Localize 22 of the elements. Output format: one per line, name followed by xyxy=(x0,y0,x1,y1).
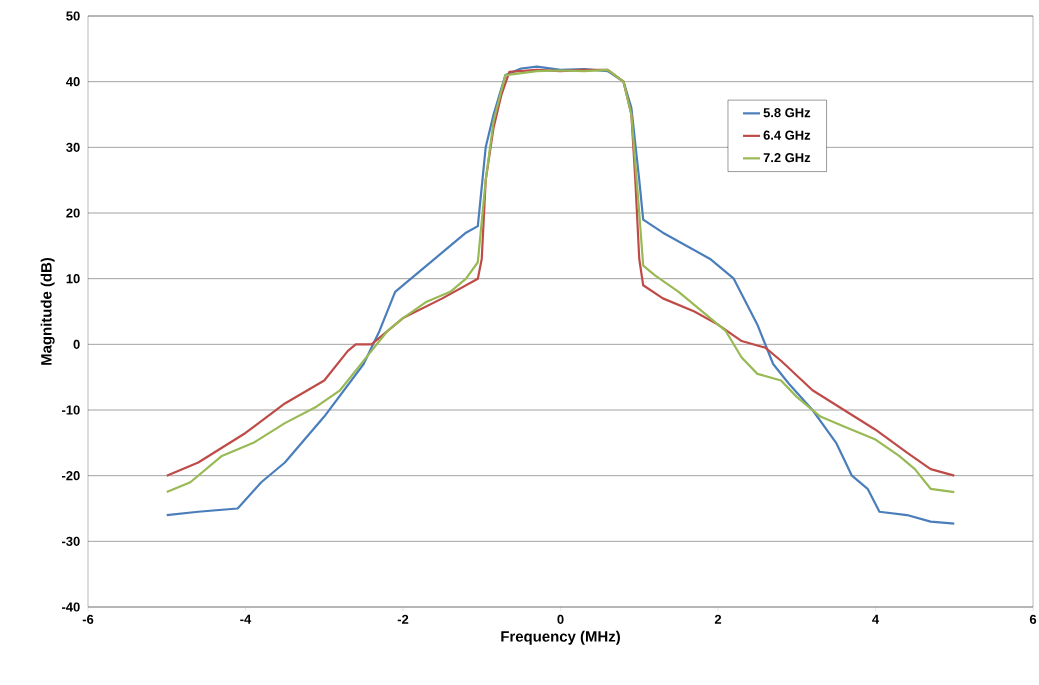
y-tick-label: 40 xyxy=(66,77,80,87)
y-tick-label: -40 xyxy=(62,602,80,612)
y-tick-label: 30 xyxy=(66,142,80,152)
x-tick-label: 2 xyxy=(714,614,722,624)
y-tick-label: 50 xyxy=(66,11,80,21)
y-axis-title: Magnitude (dB) xyxy=(40,257,55,365)
x-tick-label: -2 xyxy=(397,614,409,624)
x-axis-title: Frequency (MHz) xyxy=(501,630,620,645)
x-tick-label: 0 xyxy=(557,614,564,624)
legend-label: 5.8 GHz xyxy=(763,108,811,118)
legend-label: 6.4 GHz xyxy=(763,130,811,140)
legend-label: 7.2 GHz xyxy=(763,153,811,163)
x-tick-label: 6 xyxy=(1029,614,1037,624)
y-tick-label: 0 xyxy=(73,339,80,349)
x-tick-label: -6 xyxy=(82,614,94,624)
y-tick-label: 10 xyxy=(66,274,80,284)
y-tick-label: -10 xyxy=(62,405,80,415)
y-tick-label: 20 xyxy=(66,208,80,218)
y-tick-label: -20 xyxy=(62,471,80,481)
x-tick-label: -4 xyxy=(240,614,252,624)
x-tick-label: 4 xyxy=(872,614,880,624)
y-tick-label: -30 xyxy=(62,536,80,546)
